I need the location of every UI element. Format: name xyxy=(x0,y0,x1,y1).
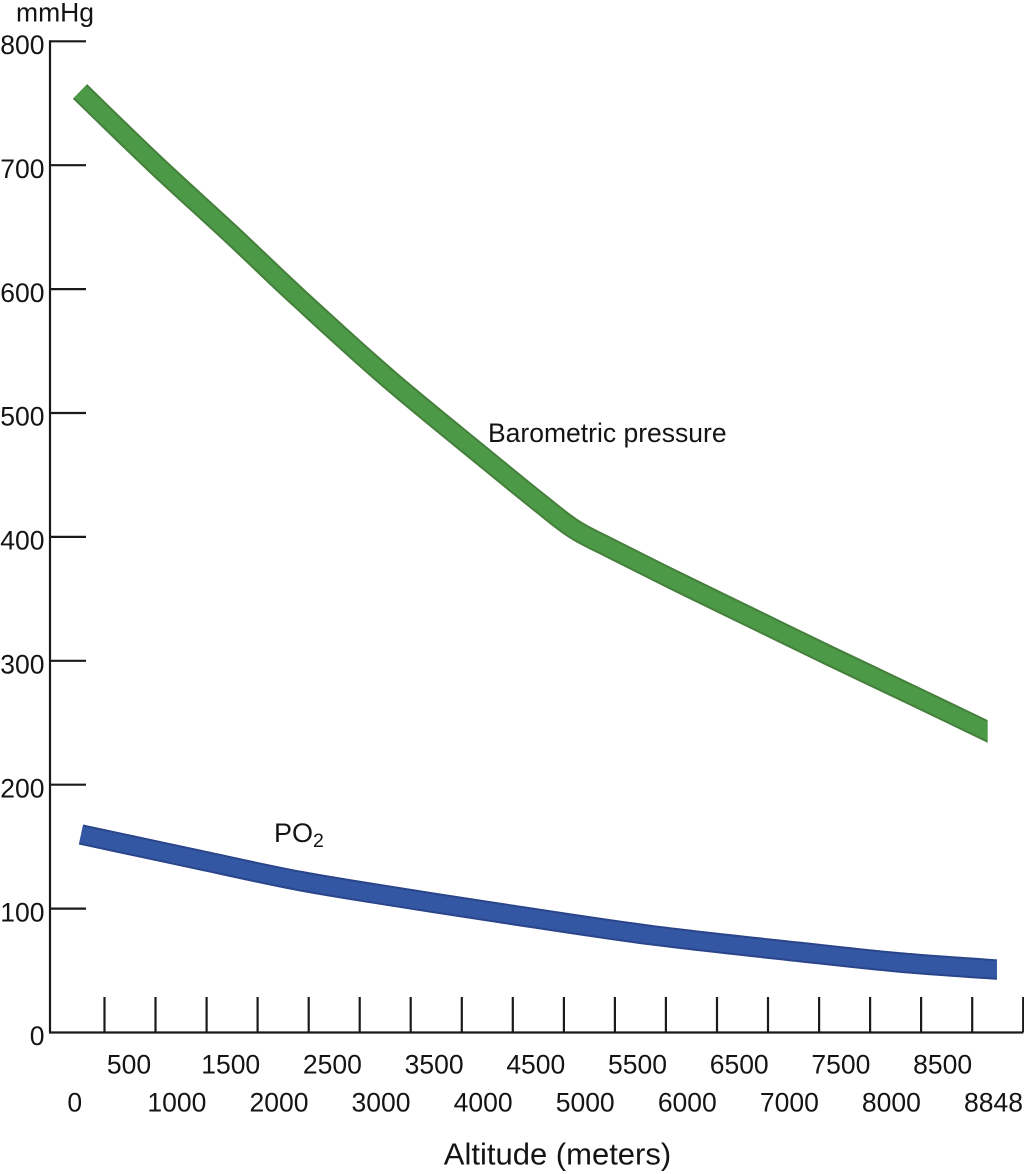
svg-text:PO2: PO2 xyxy=(274,818,324,852)
svg-text:8848: 8848 xyxy=(964,1088,1023,1118)
svg-text:2000: 2000 xyxy=(250,1088,309,1118)
svg-text:3000: 3000 xyxy=(352,1088,411,1118)
svg-text:6000: 6000 xyxy=(658,1088,717,1118)
svg-text:4500: 4500 xyxy=(506,1050,565,1080)
svg-text:100: 100 xyxy=(0,897,44,927)
svg-text:8000: 8000 xyxy=(862,1088,921,1118)
svg-text:800: 800 xyxy=(0,30,44,60)
svg-text:8500: 8500 xyxy=(913,1050,972,1080)
svg-text:7500: 7500 xyxy=(811,1050,870,1080)
svg-text:7000: 7000 xyxy=(760,1088,819,1118)
svg-text:300: 300 xyxy=(0,650,44,680)
svg-text:6500: 6500 xyxy=(710,1050,769,1080)
svg-text:0: 0 xyxy=(30,1021,45,1051)
svg-text:3500: 3500 xyxy=(405,1050,464,1080)
svg-text:5000: 5000 xyxy=(556,1088,615,1118)
svg-text:500: 500 xyxy=(0,402,44,432)
svg-text:400: 400 xyxy=(0,526,44,556)
svg-text:5500: 5500 xyxy=(608,1050,667,1080)
svg-text:1500: 1500 xyxy=(201,1050,260,1080)
svg-text:Barometric pressure: Barometric pressure xyxy=(488,418,727,448)
svg-text:1000: 1000 xyxy=(147,1088,206,1118)
svg-text:500: 500 xyxy=(107,1050,151,1080)
svg-text:0: 0 xyxy=(67,1088,82,1118)
svg-text:mmHg: mmHg xyxy=(16,0,94,28)
svg-text:4000: 4000 xyxy=(454,1088,513,1118)
svg-text:200: 200 xyxy=(0,773,44,803)
svg-text:2500: 2500 xyxy=(303,1050,362,1080)
svg-text:700: 700 xyxy=(0,154,44,184)
svg-text:Altitude (meters): Altitude (meters) xyxy=(444,1137,671,1172)
svg-text:600: 600 xyxy=(0,278,44,308)
